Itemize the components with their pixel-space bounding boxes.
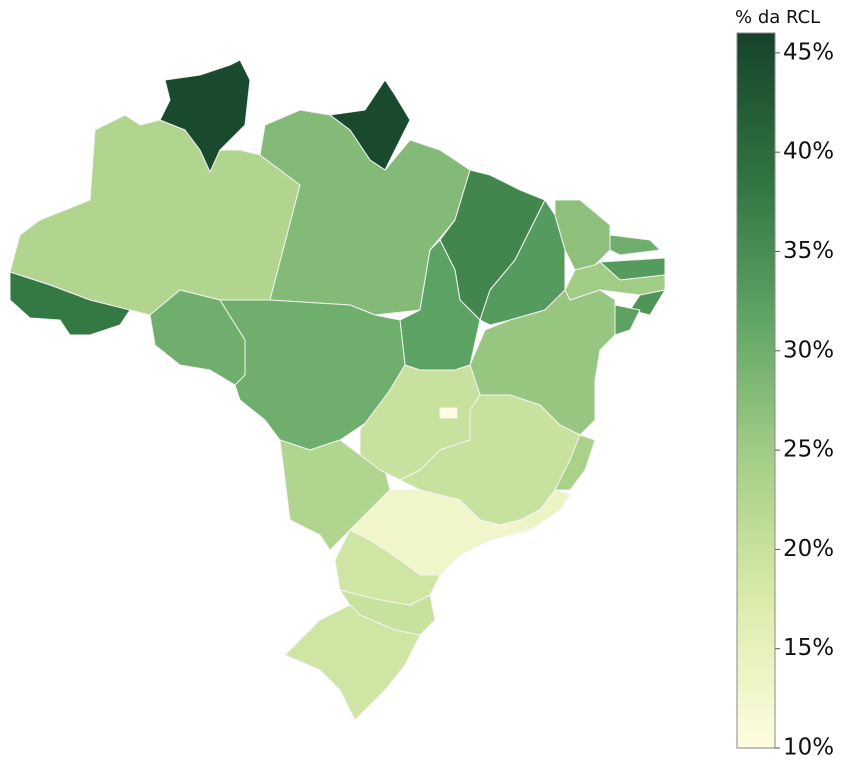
colorbar-tick-label: 45% [783,39,834,65]
colorbar-title: % da RCL [735,7,820,28]
colorbar [736,32,776,749]
state-region [159,59,251,173]
colorbar-tick-label: 35% [783,238,834,264]
state-region [469,289,616,436]
colorbar-tick-label: 20% [783,536,834,562]
colorbar-tick-label: 10% [783,735,834,761]
colorbar-tick-label: 40% [783,139,834,165]
state-region [439,407,458,419]
state-region [554,434,596,491]
map [9,59,666,721]
state-region [614,304,641,336]
state-region [284,604,421,721]
colorbar-tick-label: 25% [783,437,834,463]
state-region [9,114,301,316]
colorbar-tick-label: 30% [783,337,834,363]
state-region [609,234,661,256]
colorbar-tick-label: 15% [783,635,834,661]
state-region [629,289,666,316]
state-region [9,271,131,336]
